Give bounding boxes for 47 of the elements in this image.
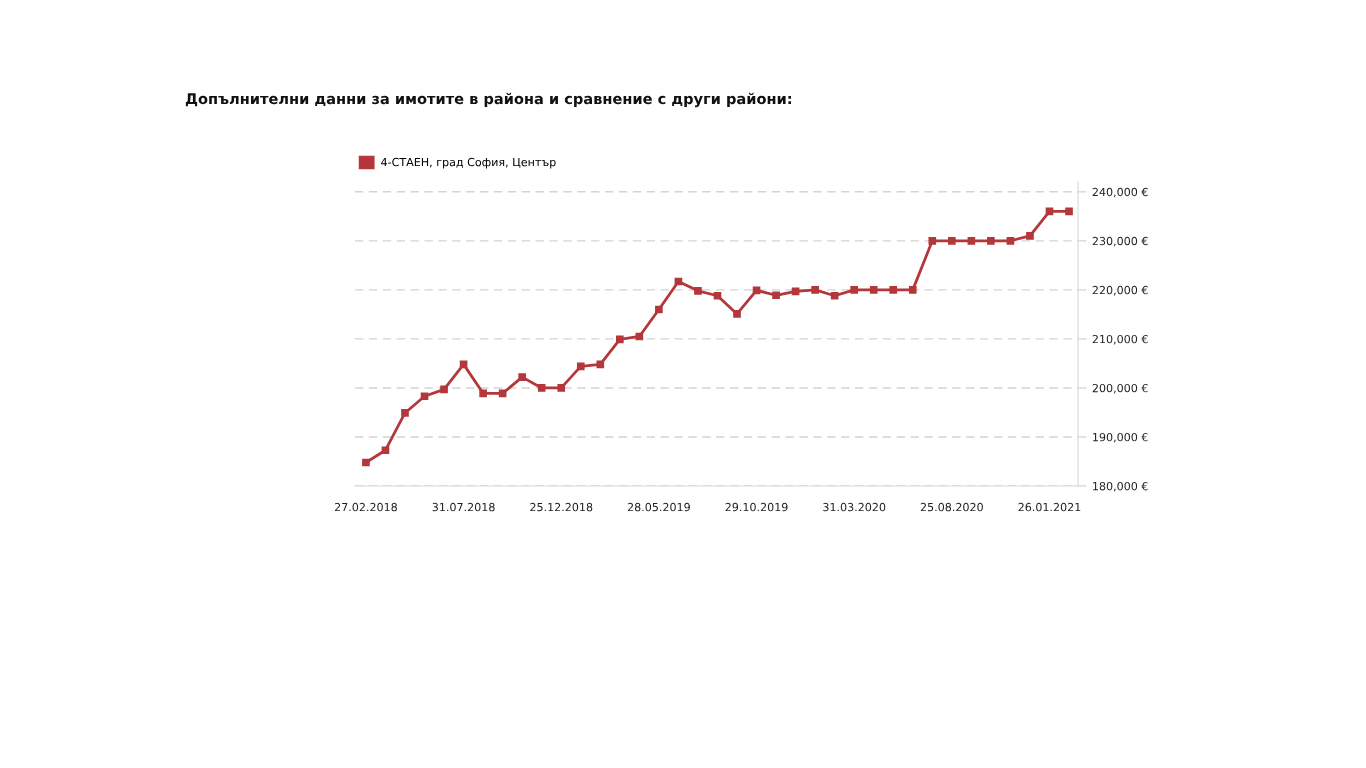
y-tick-label: 200,000 € [1092,383,1148,394]
y-tick-label: 240,000 € [1092,187,1148,198]
point [440,385,448,394]
y-tick-label: 220,000 € [1092,285,1148,296]
x-tick-label: 26.01.2021 [1018,502,1081,512]
point [537,384,546,392]
point [518,373,526,381]
point [362,458,370,467]
point [381,446,390,455]
x-tick-label: 31.07.2018 [432,502,495,512]
point [596,360,605,369]
y-tick-label: 210,000 € [1092,334,1148,345]
point [1065,207,1073,216]
point [655,305,663,314]
point [1006,237,1015,245]
point [401,409,409,417]
point [1026,232,1034,240]
point [850,286,859,294]
point [479,389,487,398]
point [713,291,722,300]
point [557,384,566,392]
point [928,237,937,245]
x-tick-label: 31.03.2020 [823,502,886,512]
legend-label: 4-СТАЕН, град София, Център [381,157,556,169]
chart-title: Допълнителни данни за имотите в района и сравнение с други райони: [185,92,791,108]
point [908,286,917,294]
point [733,310,741,318]
y-tick-label: 230,000 € [1092,236,1148,247]
point [889,286,898,294]
x-tick-label: 29.10.2019 [725,502,788,512]
point [420,392,429,401]
y-tick-label: 180,000 € [1093,481,1148,492]
x-tick-label: 25.12.2018 [530,502,593,512]
x-tick-label: 25.08.2020 [920,502,983,512]
x-tick-label: 27.02.2018 [334,502,397,512]
point [869,286,878,294]
point [987,237,995,245]
y-tick-label: 190,000 € [1093,432,1148,443]
point [772,291,780,300]
point [830,291,839,300]
point [576,362,585,371]
x-tick-label: 28.05.2019 [627,502,690,512]
point [811,286,819,294]
point [694,287,702,295]
point [967,237,976,245]
point [948,237,956,245]
point [616,335,624,344]
